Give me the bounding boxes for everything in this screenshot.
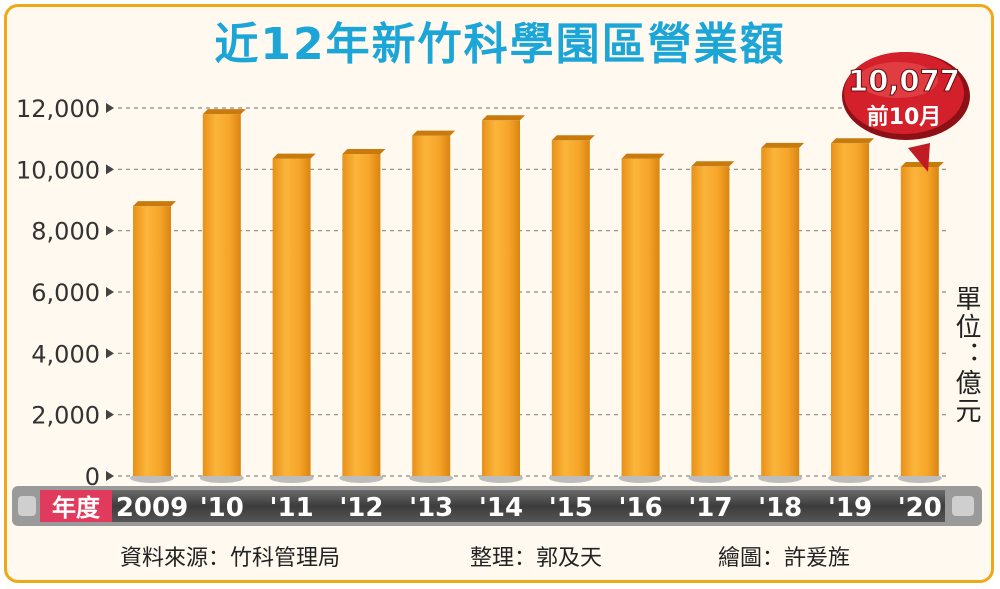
tick-arrow: [106, 103, 114, 113]
callout-note: 前10月: [867, 104, 942, 130]
bar: [199, 109, 246, 483]
x-axis-title: 年度: [52, 494, 101, 522]
bar: [130, 201, 176, 483]
callout-value: 10,077: [848, 64, 960, 98]
editor-credit: 整理：郭及天: [470, 546, 603, 571]
axis-cap-left: [18, 496, 36, 516]
y-tick-label: 0: [85, 463, 100, 491]
y-tick-label: 12,000: [16, 95, 100, 123]
illustrator-credit: 繪圖：許爰旌: [718, 546, 851, 571]
bar: [479, 115, 525, 483]
bar: [758, 142, 805, 483]
x-tick-label: 2009: [116, 493, 188, 523]
y-tick-label: 10,000: [16, 156, 100, 184]
tick-arrow: [106, 409, 114, 420]
bar: [409, 130, 456, 483]
unit-label: 單位：億元: [951, 285, 981, 425]
latest-value-callout: 10,077 前10月: [842, 52, 970, 172]
x-tick-label: '17: [688, 493, 732, 523]
bar: [548, 135, 595, 483]
x-tick-label: '15: [549, 493, 593, 523]
x-axis-band: [40, 490, 945, 522]
axis-cap-right: [952, 496, 974, 516]
bar: [897, 161, 944, 483]
chart-title: 近12年新竹科學園區營業額: [214, 19, 786, 70]
x-tick-label: '11: [270, 493, 314, 523]
x-tick-label: '19: [828, 493, 872, 523]
y-tick-label: 2,000: [31, 402, 100, 430]
tick-arrow: [106, 471, 114, 481]
tick-arrow: [106, 164, 114, 175]
tick-arrow: [106, 287, 114, 297]
x-tick-label: '20: [898, 493, 942, 523]
bar: [828, 138, 874, 483]
bar: [269, 153, 316, 483]
tick-arrow: [106, 225, 114, 236]
y-tick-label: 8,000: [31, 218, 100, 246]
tick-arrow: [106, 348, 114, 359]
x-tick-label: '16: [619, 493, 663, 523]
x-tick-label: '18: [758, 493, 802, 523]
x-tick-label: '13: [409, 493, 453, 523]
x-axis-title-bg: [40, 490, 112, 522]
y-tick-label: 4,000: [31, 340, 100, 368]
source-credit: 資料來源：竹科管理局: [120, 546, 341, 571]
x-tick-label: '10: [200, 493, 244, 523]
bar: [618, 153, 665, 483]
bar: [688, 161, 735, 483]
x-tick-label: '12: [339, 493, 383, 523]
bar: [339, 149, 386, 483]
x-tick-label: '14: [479, 493, 523, 523]
y-tick-label: 6,000: [31, 279, 100, 307]
